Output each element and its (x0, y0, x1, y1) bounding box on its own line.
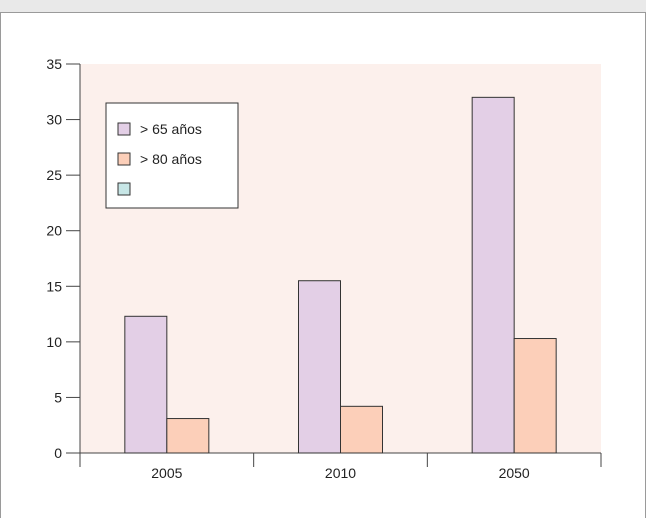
bar (472, 97, 514, 453)
x-tick-label: 2005 (151, 465, 182, 481)
legend-swatch (118, 123, 130, 135)
legend-swatch (118, 183, 130, 195)
legend-label: > 65 años (140, 121, 202, 137)
legend-label: > 80 años (140, 151, 202, 167)
bar (167, 419, 209, 453)
legend: > 65 años > 80 años (106, 103, 238, 208)
y-tick-label: 30 (46, 112, 62, 128)
y-tick-label: 20 (46, 223, 62, 239)
y-tick-label: 10 (46, 334, 62, 350)
y-tick-label: 5 (54, 389, 62, 405)
bar (125, 316, 167, 453)
bar (299, 281, 341, 453)
y-tick-label: 0 (54, 445, 62, 461)
bar (341, 406, 383, 453)
y-tick-label: 15 (46, 278, 62, 294)
y-tick-label: 25 (46, 167, 62, 183)
x-tick-label: 2010 (325, 465, 356, 481)
y-tick-label: 35 (46, 56, 62, 72)
x-tick-label: 2050 (499, 465, 530, 481)
legend-swatch (118, 153, 130, 165)
bar (514, 339, 556, 453)
